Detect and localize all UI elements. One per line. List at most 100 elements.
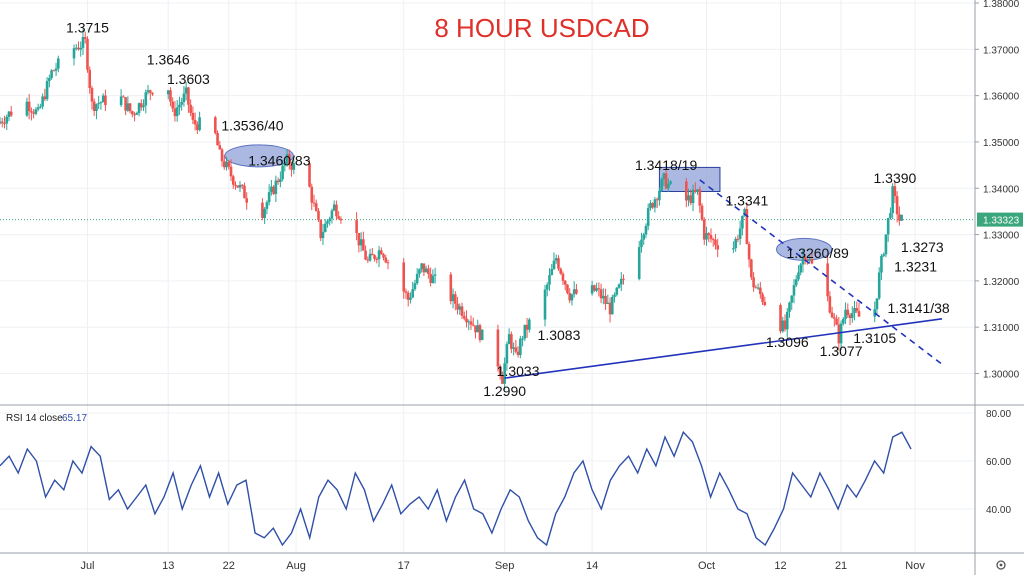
candle-body xyxy=(884,234,888,255)
candle-body xyxy=(478,325,482,341)
candle-body xyxy=(5,116,9,124)
rsi-pane xyxy=(0,430,912,547)
candle-body xyxy=(498,366,502,376)
candle-body xyxy=(664,173,668,189)
candle-body xyxy=(373,255,376,259)
candle-body xyxy=(424,268,428,273)
candle-body xyxy=(660,179,663,191)
candle-body xyxy=(855,308,859,312)
candle-body xyxy=(732,248,735,250)
candle-body xyxy=(379,250,383,255)
candle-body xyxy=(561,273,565,281)
candle-body xyxy=(422,263,426,273)
candle-body xyxy=(124,97,127,111)
candle-body xyxy=(830,312,834,318)
candle-body xyxy=(613,294,616,297)
candle-body xyxy=(193,119,197,125)
rsi-line xyxy=(0,430,912,547)
candle-body xyxy=(734,238,737,249)
candle-body xyxy=(691,189,695,204)
candle-body xyxy=(801,257,805,265)
candle-body xyxy=(808,259,811,261)
candle-body xyxy=(471,324,475,326)
candle-body xyxy=(685,181,688,201)
candle-body xyxy=(263,208,266,218)
candle-body xyxy=(317,210,320,220)
candle-body xyxy=(122,96,125,98)
candle-body xyxy=(702,219,706,240)
candle-body xyxy=(166,90,170,95)
candle-body xyxy=(413,283,417,290)
candle-body xyxy=(646,208,650,226)
candle-body xyxy=(99,102,103,104)
candle-body xyxy=(184,87,188,94)
candle-body xyxy=(709,234,713,240)
candle-body xyxy=(826,263,829,297)
rsi-label: RSI 14 close xyxy=(6,413,63,424)
candle-body xyxy=(236,185,240,188)
candle-body xyxy=(523,324,527,339)
candle-body xyxy=(377,250,381,260)
candle-body xyxy=(853,308,856,314)
candle-body xyxy=(667,183,670,189)
candle-body xyxy=(835,318,838,325)
candle-body xyxy=(189,104,192,113)
candle-body xyxy=(411,289,414,298)
x-tick-label: Aug xyxy=(286,560,306,572)
candle-body xyxy=(790,295,794,303)
candle-body xyxy=(119,96,123,106)
candle-body xyxy=(131,111,134,115)
candle-body xyxy=(707,233,711,235)
candle-body xyxy=(875,298,879,310)
candle-body xyxy=(135,113,139,115)
settings-icon[interactable] xyxy=(996,560,1006,570)
candle-body xyxy=(137,103,141,114)
x-tick-label: 12 xyxy=(774,560,786,572)
price-annotation: 1.3083 xyxy=(538,327,581,343)
candle-body xyxy=(368,253,372,261)
candle-body xyxy=(218,145,222,150)
candle-body xyxy=(386,262,390,264)
candle-body xyxy=(467,321,471,323)
trendlines xyxy=(504,179,943,379)
price-annotation: 1.3033 xyxy=(497,363,540,379)
candle-body xyxy=(570,294,574,301)
candle-body xyxy=(384,257,388,263)
candle-body xyxy=(604,295,607,304)
candle-body xyxy=(833,317,836,319)
candle-body xyxy=(171,101,174,109)
candle-body xyxy=(640,239,643,248)
candle-body xyxy=(658,190,661,201)
candle-body xyxy=(700,205,704,220)
candle-body xyxy=(474,325,477,333)
candle-body xyxy=(364,250,367,260)
candle-body xyxy=(803,257,807,260)
candle-body xyxy=(319,219,323,239)
candle-body xyxy=(225,161,228,168)
candle-body xyxy=(92,101,96,111)
candle-body xyxy=(754,287,758,289)
candle-body xyxy=(741,215,744,229)
candle-body xyxy=(882,254,885,256)
candle-body xyxy=(893,186,897,197)
candle-body xyxy=(90,88,94,102)
candle-body xyxy=(451,294,455,302)
candle-body xyxy=(548,275,551,285)
candle-body xyxy=(328,218,331,222)
candle-body xyxy=(743,208,746,216)
zones xyxy=(224,144,833,261)
candle-body xyxy=(842,318,845,324)
candle-body xyxy=(687,195,690,201)
candle-body xyxy=(337,216,340,219)
candle-body xyxy=(362,239,365,251)
candle-body xyxy=(590,285,594,294)
candle-body xyxy=(516,351,520,356)
candle-body xyxy=(214,117,217,133)
candle-body xyxy=(512,347,515,349)
candle-body xyxy=(462,315,466,319)
support-trendline xyxy=(504,318,943,379)
candle-body xyxy=(276,180,280,183)
candle-body xyxy=(716,245,720,250)
candle-body xyxy=(469,321,473,325)
candle-body xyxy=(554,258,558,261)
